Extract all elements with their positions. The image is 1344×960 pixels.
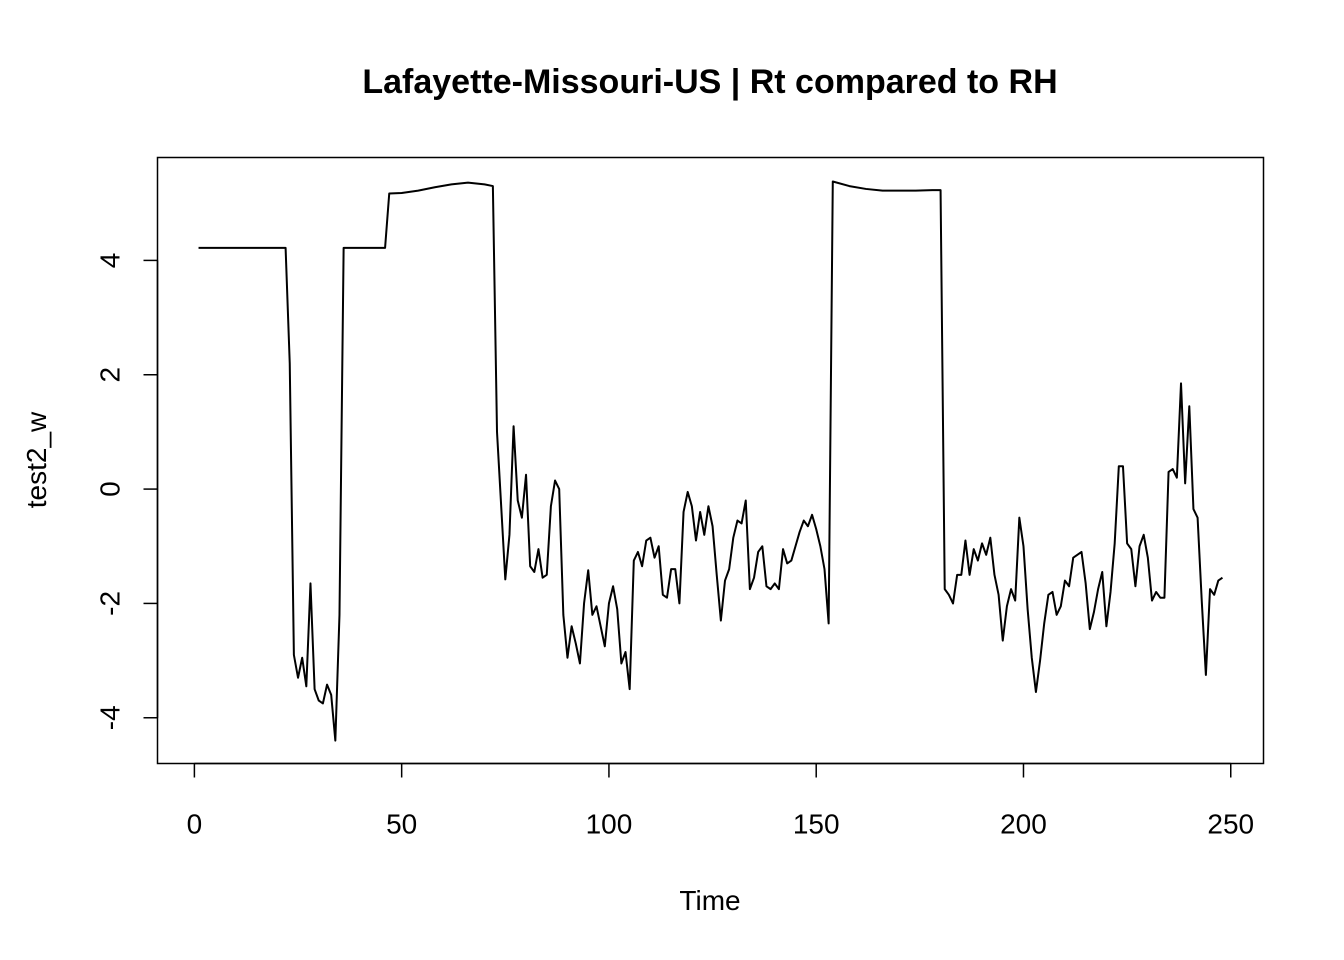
- chart-title: Lafayette-Missouri-US | Rt compared to R…: [362, 63, 1057, 101]
- x-tick-label: 200: [1000, 809, 1047, 840]
- y-axis: -4 -2 0 2 4: [95, 253, 159, 730]
- y-tick-label: -2: [95, 591, 126, 616]
- x-tick-label: 50: [386, 809, 417, 840]
- plot-frame: [156, 156, 1265, 765]
- x-tick-label: 100: [586, 809, 633, 840]
- y-tick-label: 2: [95, 367, 126, 383]
- y-tick-label: 0: [95, 481, 126, 497]
- x-axis-label: Time: [679, 885, 740, 916]
- x-axis: 0 50 100 150 200 250: [187, 762, 1254, 840]
- x-tick-label: 250: [1207, 809, 1254, 840]
- series-layer: [198, 180, 1224, 742]
- x-tick-label: 0: [187, 809, 203, 840]
- y-tick-label: -4: [95, 705, 126, 730]
- series-line-0: [198, 180, 1224, 742]
- x-tick-label: 150: [793, 809, 840, 840]
- y-axis-label: test2_w: [21, 411, 52, 508]
- y-tick-label: 4: [95, 253, 126, 269]
